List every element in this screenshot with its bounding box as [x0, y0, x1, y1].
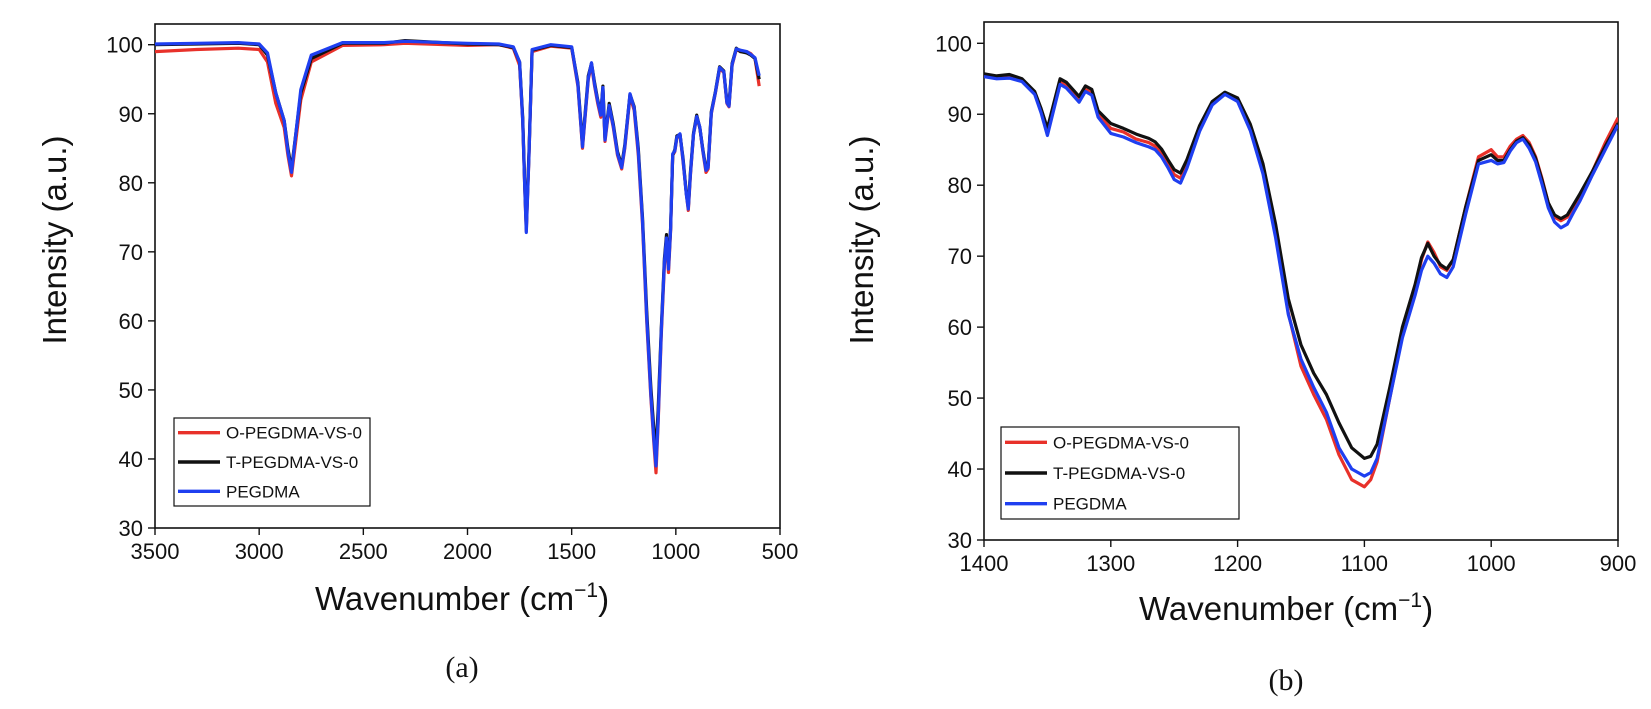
panel-b-y-tick-label: 90: [948, 102, 972, 127]
panel-a-label: (a): [445, 651, 478, 684]
panel-a-x-tick-label: 2000: [443, 539, 492, 564]
panel-a-y-tick-label: 90: [119, 102, 143, 127]
panel-a-x-tick-label: 1000: [651, 539, 700, 564]
panel-a-y-tick-label: 50: [119, 378, 143, 403]
panel-b-y-tick-label: 50: [948, 386, 972, 411]
panel-b-x-tick-label: 900: [1600, 551, 1637, 576]
panel-a-x-tick-label: 500: [762, 539, 799, 564]
panel-b-y-axis-title: Intensity (a.u.): [843, 135, 880, 344]
panel-b: Intensity (a.u.) Wavenumber (cm−1) (b) 1…: [843, 21, 1637, 697]
panel-b-y-tick-label: 70: [948, 244, 972, 269]
panel-a-legend-label-2: T-PEGDMA-VS-0: [226, 453, 358, 472]
panel-b-x-tick-label: 1400: [960, 551, 1009, 576]
panel-b-series-line-2: [984, 72, 1618, 460]
panel-a-legend-label-1: O-PEGDMA-VS-0: [226, 424, 362, 443]
panel-b-y-tick-label: 60: [948, 315, 972, 340]
panel-a-x-axis-title: Wavenumber (cm−1): [315, 579, 609, 617]
panel-b-x-tick-label: 1100: [1341, 551, 1388, 576]
panel-a-y-tick-label: 70: [119, 240, 143, 265]
panel-b-y-tick-label: 40: [948, 457, 972, 482]
panel-b-y-tick-label: 80: [948, 173, 972, 198]
panel-a-y-axis-title: Intensity (a.u.): [36, 135, 73, 344]
panel-b-plot-frame: [983, 21, 1619, 541]
panel-a-x-tick-label: 1500: [547, 539, 596, 564]
panel-a-series-line-3: [155, 39, 761, 468]
panel-a-y-tick-label: 60: [119, 309, 143, 334]
panel-b-x-tick-label: 1000: [1467, 551, 1516, 576]
panel-b-legend-label-1: O-PEGDMA-VS-0: [1053, 433, 1189, 452]
panel-b-label: (b): [1269, 664, 1304, 697]
panel-a-legend: O-PEGDMA-VS-0 T-PEGDMA-VS-0 PEGDMA: [173, 417, 371, 507]
panel-a-y-tick-label: 100: [106, 33, 143, 58]
panel-a-x-tick-label: 3500: [131, 539, 180, 564]
panel-b-y-tick-label: 100: [935, 31, 972, 56]
panel-b-x-axis-title: Wavenumber (cm−1): [1139, 589, 1433, 627]
panel-a: Intensity (a.u.) Wavenumber (cm−1) (a) 3…: [36, 23, 799, 684]
panel-b-series-line-3: [984, 75, 1618, 478]
panel-a-y-tick-label: 40: [119, 447, 143, 472]
panel-b-legend: O-PEGDMA-VS-0 T-PEGDMA-VS-0 PEGDMA: [1000, 426, 1240, 520]
panel-a-y-tick-label: 30: [119, 516, 143, 541]
panel-a-x-tick-label: 2500: [339, 539, 388, 564]
panel-b-legend-label-2: T-PEGDMA-VS-0: [1053, 464, 1185, 483]
panel-b-x-tick-label: 1300: [1086, 551, 1135, 576]
panel-b-x-tick-label: 1200: [1213, 551, 1262, 576]
panel-b-y-tick-label: 30: [948, 528, 972, 553]
panel-b-legend-label-3: PEGDMA: [1053, 495, 1127, 514]
panel-a-legend-label-3: PEGDMA: [226, 482, 300, 501]
panel-a-y-tick-label: 80: [119, 171, 143, 196]
panel-a-x-tick-label: 3000: [235, 539, 284, 564]
